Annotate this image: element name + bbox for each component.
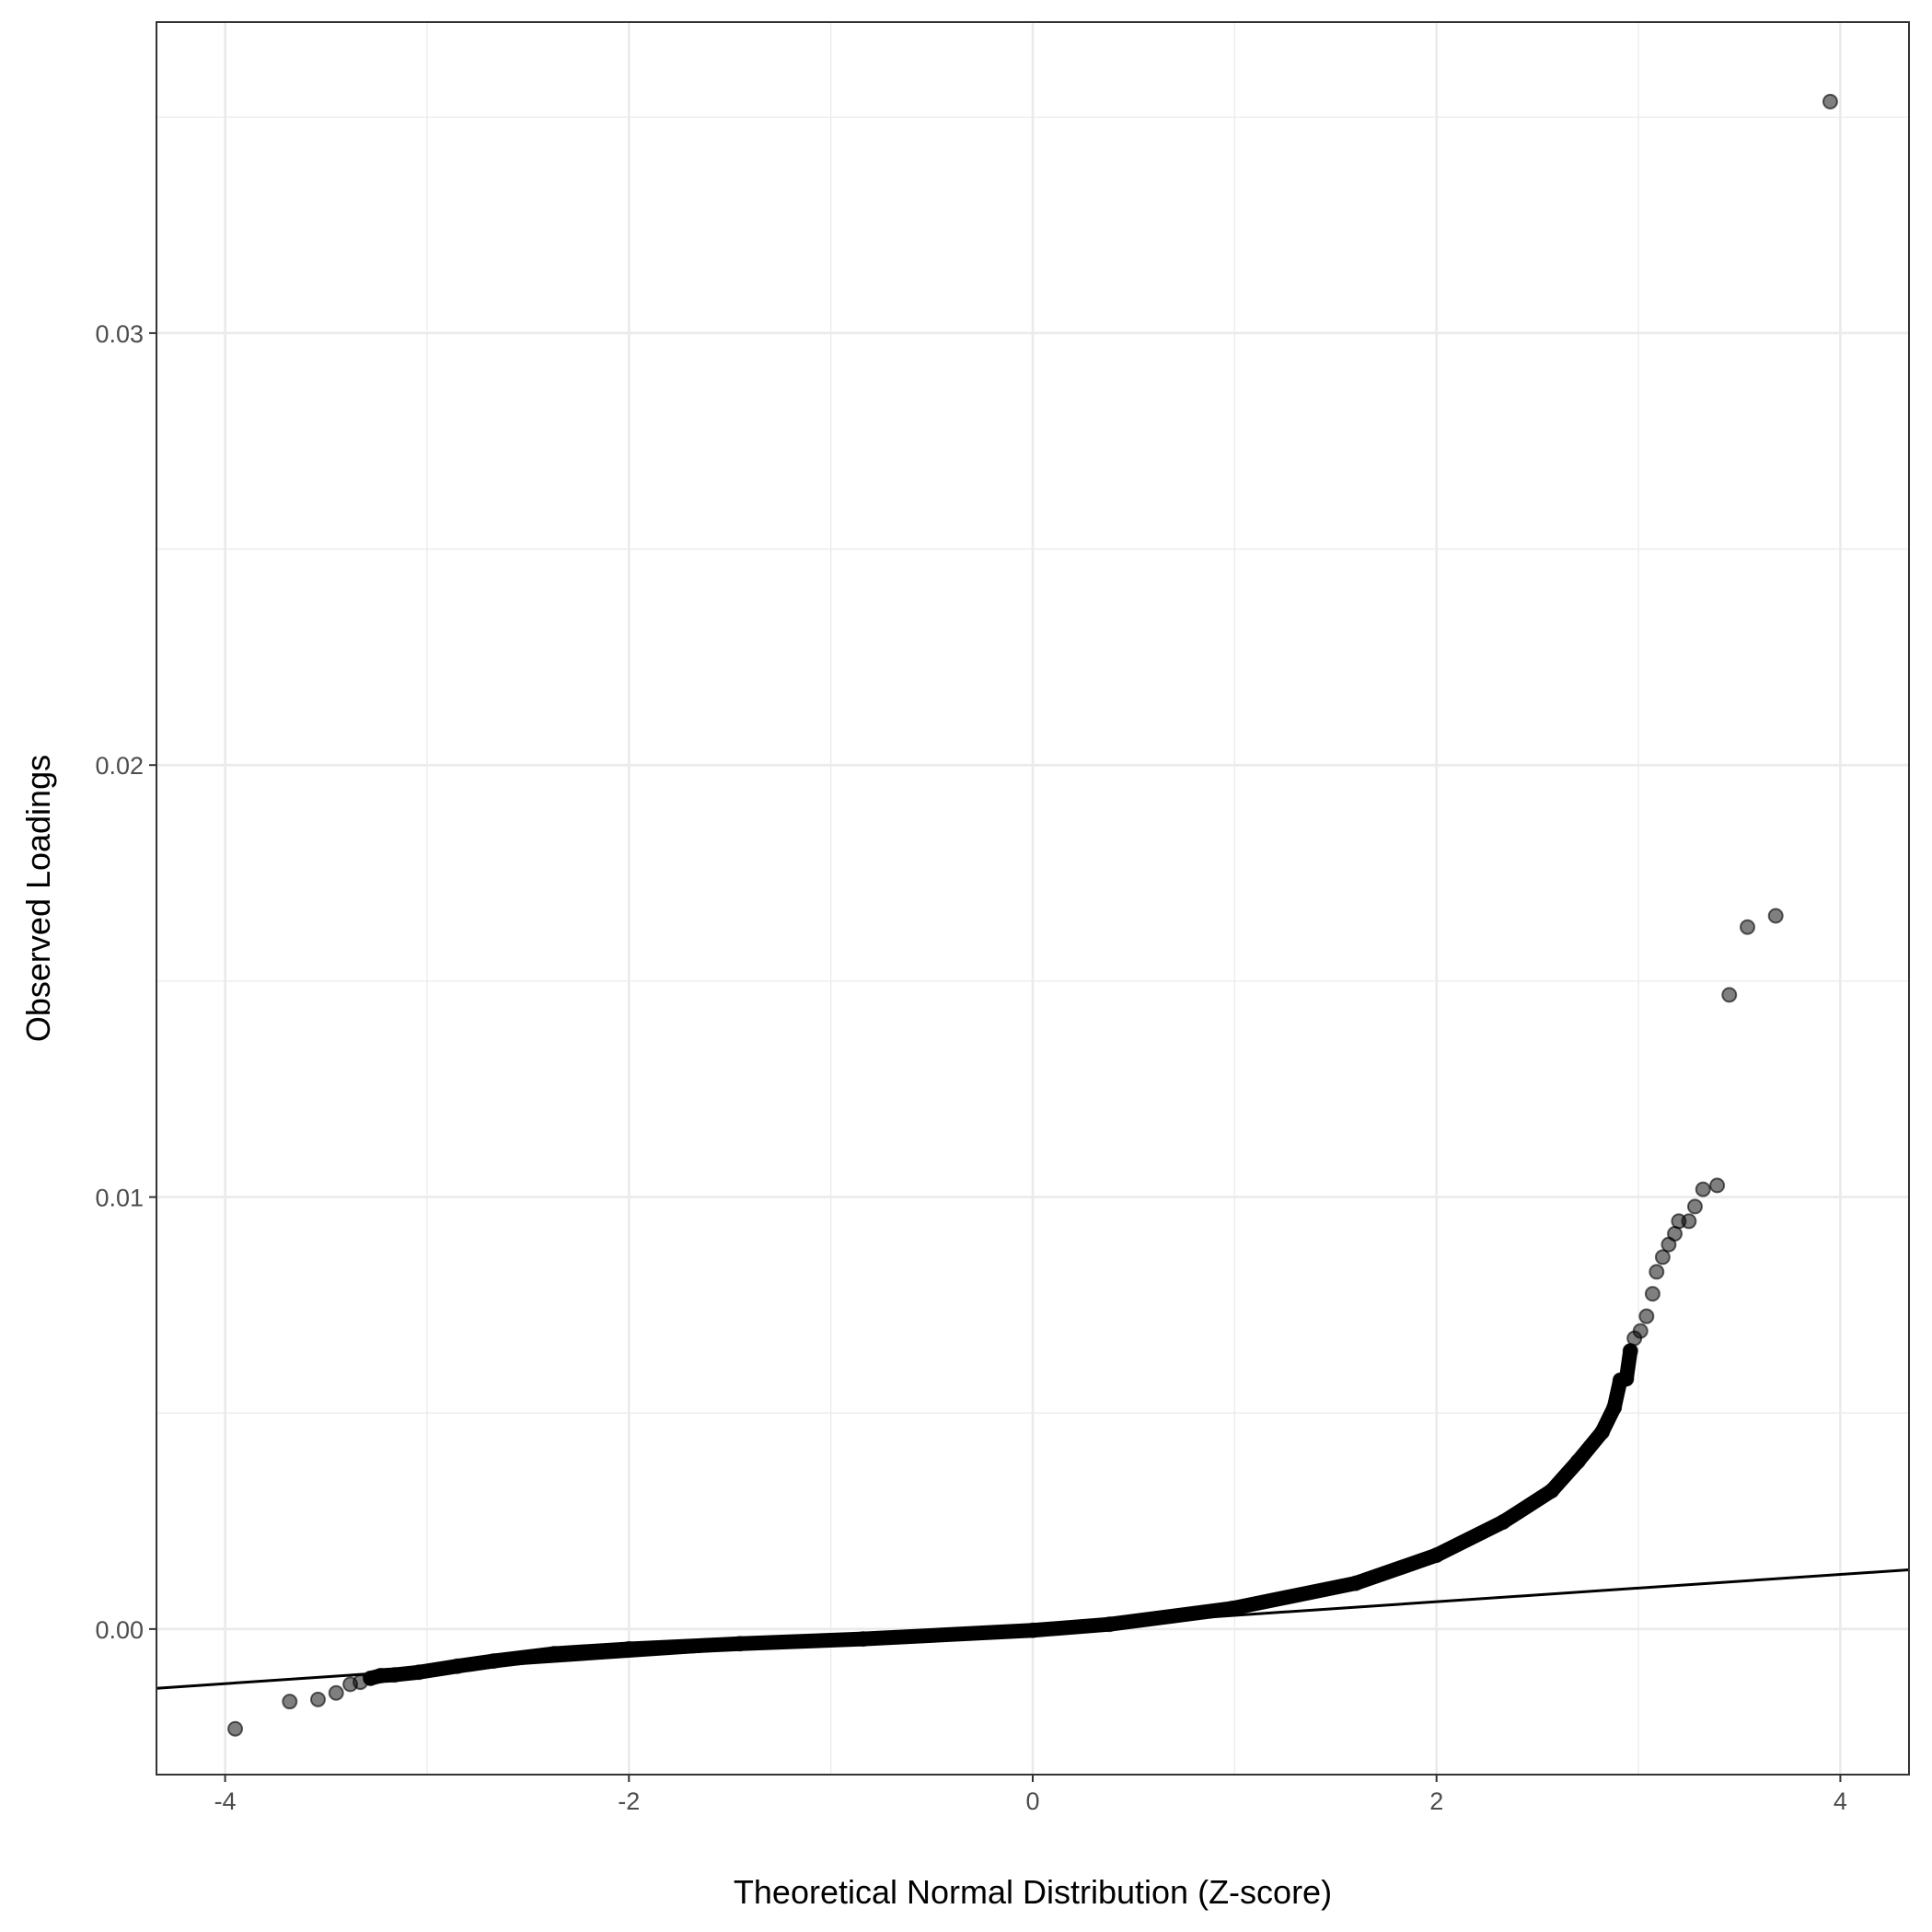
- data-point: [282, 1694, 298, 1710]
- data-point: [620, 1640, 637, 1657]
- x-tick-label: -4: [214, 1787, 237, 1815]
- x-tick-label: 0: [1025, 1787, 1039, 1815]
- data-point: [1649, 1264, 1665, 1280]
- data-point: [227, 1720, 244, 1737]
- reference-line: [156, 1568, 1910, 1690]
- data-point: [449, 1658, 466, 1674]
- points: [227, 93, 1838, 1737]
- data-point: [546, 1646, 562, 1662]
- reference-line-group: [156, 1568, 1910, 1690]
- data-point: [1740, 919, 1756, 935]
- x-tick-label: 4: [1834, 1787, 1847, 1815]
- data-point: [309, 1691, 326, 1707]
- data-point: [1544, 1483, 1560, 1499]
- data-point: [328, 1684, 344, 1701]
- y-tick-label: 0.03: [95, 320, 144, 348]
- x-tick-label: -2: [618, 1787, 640, 1815]
- data-point: [732, 1636, 748, 1652]
- x-tick-label: 2: [1429, 1787, 1443, 1815]
- data-point: [1606, 1399, 1623, 1416]
- data-point: [1721, 987, 1738, 1003]
- data-point: [1495, 1513, 1511, 1530]
- data-point: [1644, 1286, 1660, 1302]
- data-point: [1709, 1177, 1726, 1194]
- data-point: [1654, 1249, 1671, 1266]
- data-point: [1594, 1424, 1611, 1440]
- data-point: [1618, 1371, 1635, 1387]
- data-point: [1348, 1575, 1364, 1591]
- data-point: [1632, 1323, 1649, 1339]
- data-point: [1429, 1547, 1445, 1564]
- axes: -4 -2 0 2 4 0.00 0.01 0.02 0.03: [95, 320, 1846, 1815]
- data-point: [1569, 1453, 1586, 1470]
- data-point: [1686, 1198, 1703, 1215]
- data-point: [372, 1668, 388, 1684]
- y-axis-title: Observed Loadings: [19, 755, 57, 1042]
- y-tick-label: 0.01: [95, 1185, 144, 1212]
- data-point: [1695, 1181, 1711, 1197]
- data-point: [1638, 1308, 1655, 1325]
- x-axis-title: Theoretical Normal Distribution (Z-score…: [734, 1873, 1332, 1911]
- data-point: [387, 1667, 403, 1683]
- data-point: [1767, 908, 1784, 924]
- data-point: [1681, 1213, 1697, 1230]
- data-point: [1224, 1600, 1241, 1616]
- y-tick-label: 0.02: [95, 752, 144, 780]
- data-point: [1822, 93, 1838, 110]
- y-tick-label: 0.00: [95, 1616, 144, 1644]
